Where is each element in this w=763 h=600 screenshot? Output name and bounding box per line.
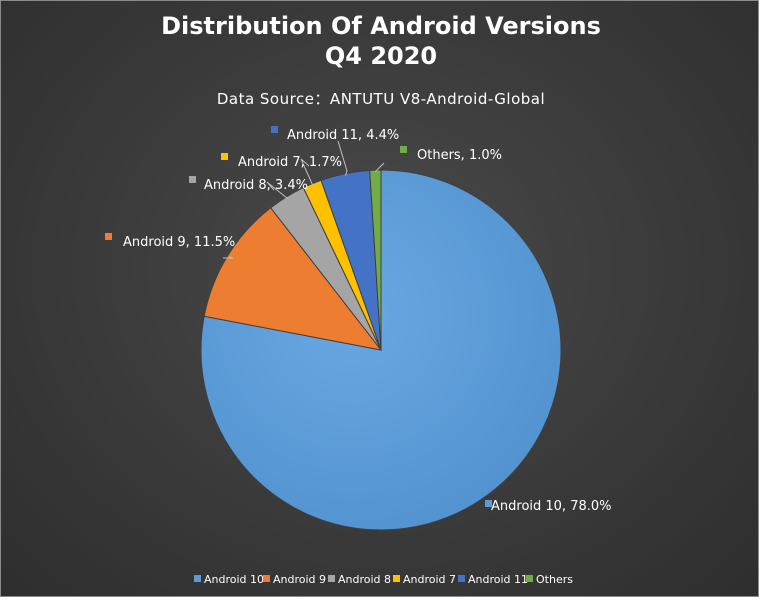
data-label-marker-4 <box>271 126 278 133</box>
data-label: Android 8, 3.4% <box>204 178 308 193</box>
leader-line-3 <box>300 158 314 186</box>
legend-entry: Android 7 <box>403 573 456 586</box>
leader-line-4 <box>337 140 348 176</box>
data-label: Android 11, 4.4% <box>287 128 399 143</box>
chart-subtitle: Data Source：ANTUTU V8-Android-Global <box>217 90 545 108</box>
data-label-marker-1 <box>105 233 112 240</box>
data-label-marker-3 <box>221 153 228 160</box>
legend-swatch-5 <box>526 575 533 582</box>
legend-swatch-4 <box>458 575 465 582</box>
leader-line-1 <box>223 256 234 259</box>
legend: Android 10 Android 9 Android 8 Android 7 And… <box>194 573 573 586</box>
data-labels: Android 10, 78.0% Android 9, 11.5% Android… <box>105 126 612 514</box>
legend-entry: Others <box>536 573 573 586</box>
legend-swatch-0 <box>194 575 201 582</box>
leader-line-2 <box>266 181 288 199</box>
data-label: Others, 1.0% <box>417 148 502 163</box>
legend-entry: Android 8 <box>338 573 391 586</box>
legend-swatch-3 <box>393 575 400 582</box>
data-label-marker-2 <box>189 176 196 183</box>
chart-title-line-2: Q4 2020 <box>325 42 437 70</box>
data-label: Android 9, 11.5% <box>123 235 235 250</box>
data-label-marker-5 <box>400 146 407 153</box>
legend-swatch-1 <box>263 575 270 582</box>
data-label: Android 10, 78.0% <box>491 499 612 514</box>
leader-line-5 <box>374 162 385 173</box>
legend-entry: Android 11 <box>468 573 528 586</box>
legend-entry: Android 10 <box>204 573 264 586</box>
leader-lines <box>223 140 385 259</box>
data-label: Android 7, 1.7% <box>238 155 342 170</box>
chart-title-line-1: Distribution Of Android Versions <box>161 12 601 40</box>
pie-slice-others <box>369 169 382 351</box>
data-label-marker-0 <box>485 500 492 507</box>
legend-entry: Android 9 <box>273 573 326 586</box>
pie-slice-android-10 <box>200 169 562 531</box>
legend-swatch-2 <box>328 575 335 582</box>
pie-slice-android-9 <box>203 207 383 351</box>
pie-slices <box>200 169 562 531</box>
